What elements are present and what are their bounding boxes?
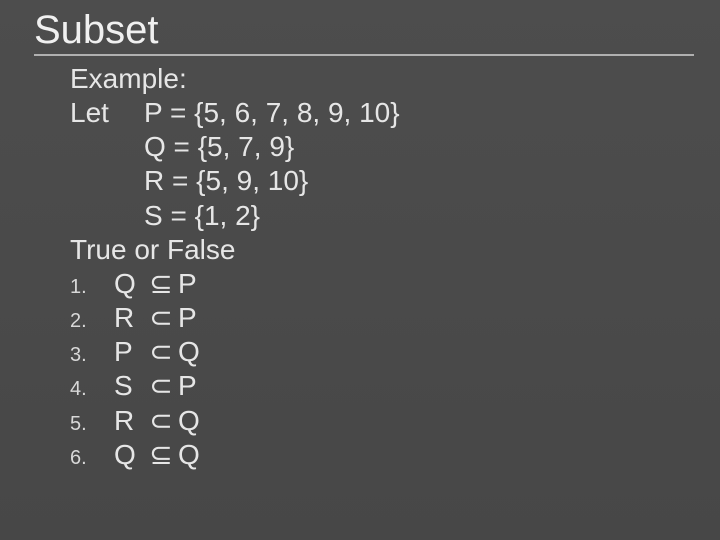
true-false-label: True or False <box>70 233 686 267</box>
slide-body: Example: LetP = {5, 6, 7, 8, 9, 10} Q = … <box>34 62 686 472</box>
def-value: {5, 7, 9} <box>198 131 295 162</box>
slide: Subset Example: LetP = {5, 6, 7, 8, 9, 1… <box>0 0 720 540</box>
example-label: Example: <box>70 62 686 96</box>
definition-row: S = {1, 2} <box>70 199 686 233</box>
item-number: 3. <box>70 343 114 367</box>
item-expression: Q⊆P <box>114 267 197 301</box>
item-number: 2. <box>70 309 114 333</box>
item-expression: S⊂P <box>114 369 197 403</box>
item-number: 6. <box>70 446 114 470</box>
def-value: {1, 2} <box>195 200 260 231</box>
def-value: {5, 6, 7, 8, 9, 10} <box>194 97 400 128</box>
title-underline <box>34 54 694 56</box>
let-label: Let <box>70 96 144 130</box>
list-item: 6.Q⊆Q <box>70 438 686 472</box>
def-name: S <box>144 200 163 231</box>
slide-title: Subset <box>34 8 686 52</box>
definition-row: R = {5, 9, 10} <box>70 164 686 198</box>
def-name: R <box>144 165 164 196</box>
list-item: 4.S⊂P <box>70 369 686 403</box>
list-item: 5.R⊂Q <box>70 404 686 438</box>
def-value: {5, 9, 10} <box>196 165 308 196</box>
item-expression: R⊂P <box>114 301 197 335</box>
definition-row: Q = {5, 7, 9} <box>70 130 686 164</box>
item-number: 5. <box>70 412 114 436</box>
list-item: 1.Q⊆P <box>70 267 686 301</box>
item-expression: P⊂Q <box>114 335 200 369</box>
list-item: 2.R⊂P <box>70 301 686 335</box>
list-item: 3.P⊂Q <box>70 335 686 369</box>
item-number: 4. <box>70 377 114 401</box>
item-expression: R⊂Q <box>114 404 200 438</box>
statement-list: 1.Q⊆P 2.R⊂P 3.P⊂Q 4.S⊂P 5.R⊂Q 6.Q⊆Q <box>70 267 686 472</box>
def-name: P <box>144 97 162 128</box>
def-name: Q <box>144 131 166 162</box>
item-number: 1. <box>70 275 114 299</box>
definition-row: LetP = {5, 6, 7, 8, 9, 10} <box>70 96 686 130</box>
item-expression: Q⊆Q <box>114 438 200 472</box>
